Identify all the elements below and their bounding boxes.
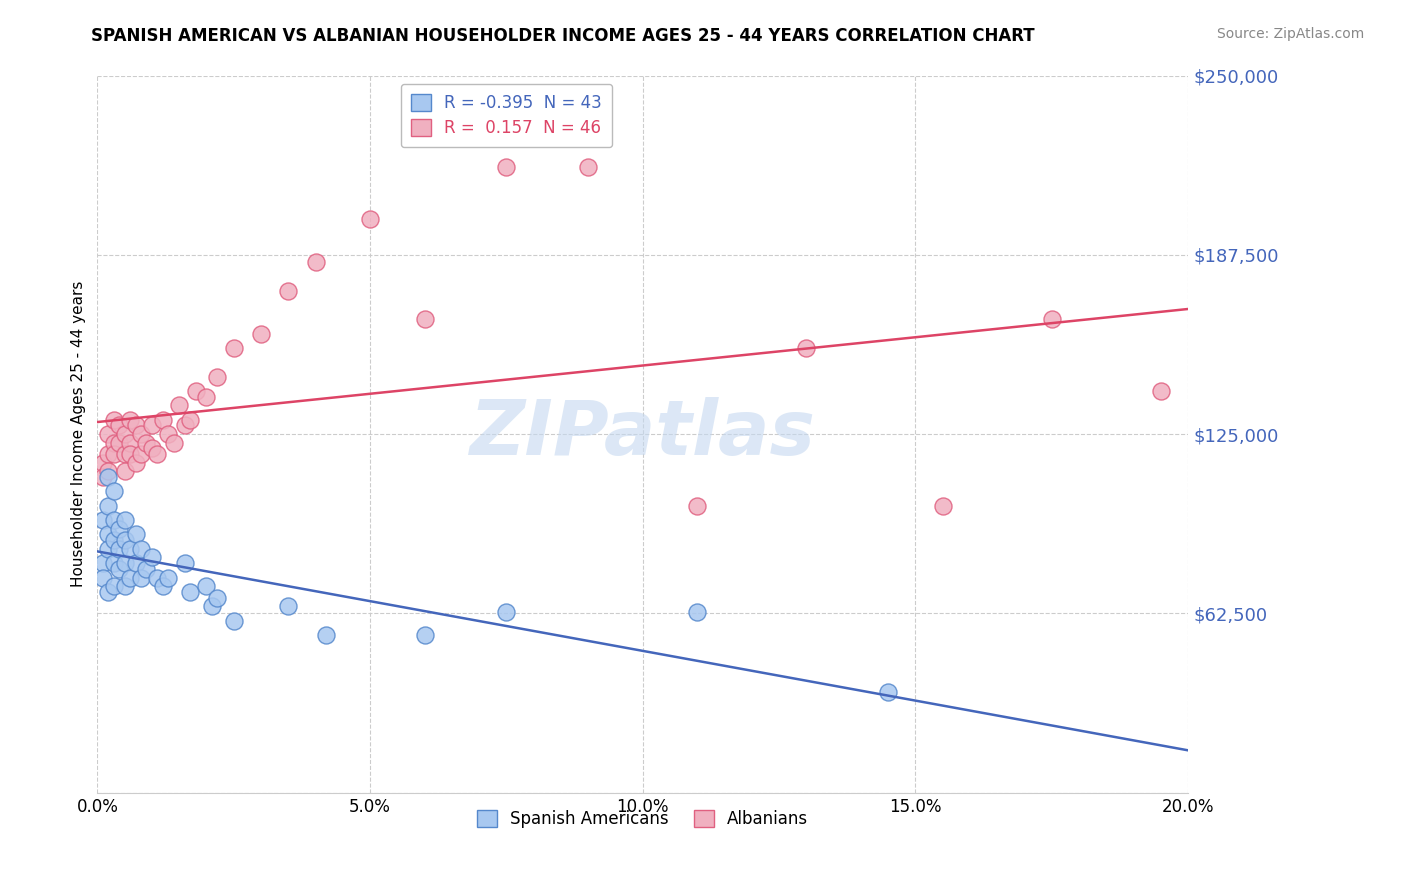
Point: [359, 211, 381, 226]
Point: [932, 499, 955, 513]
Point: [179, 585, 201, 599]
Legend: Spanish Americans, Albanians: Spanish Americans, Albanians: [471, 803, 815, 835]
Point: [152, 413, 174, 427]
Y-axis label: Householder Income Ages 25 - 44 years: Householder Income Ages 25 - 44 years: [72, 281, 86, 587]
Point: [796, 341, 818, 355]
Point: [97, 447, 120, 461]
Point: [97, 585, 120, 599]
Point: [207, 369, 229, 384]
Point: [141, 418, 163, 433]
Point: [97, 527, 120, 541]
Point: [877, 685, 900, 699]
Point: [413, 312, 436, 326]
Point: [1150, 384, 1173, 398]
Point: [114, 579, 136, 593]
Point: [108, 522, 131, 536]
Point: [91, 556, 114, 570]
Point: [141, 550, 163, 565]
Point: [173, 556, 195, 570]
Point: [135, 562, 157, 576]
Point: [686, 605, 709, 619]
Text: SPANISH AMERICAN VS ALBANIAN HOUSEHOLDER INCOME AGES 25 - 44 YEARS CORRELATION C: SPANISH AMERICAN VS ALBANIAN HOUSEHOLDER…: [91, 27, 1035, 45]
Point: [1040, 312, 1063, 326]
Point: [97, 541, 120, 556]
Point: [201, 599, 224, 614]
Point: [179, 413, 201, 427]
Point: [120, 413, 142, 427]
Point: [152, 579, 174, 593]
Point: [91, 470, 114, 484]
Point: [576, 161, 599, 175]
Point: [495, 161, 517, 175]
Point: [157, 427, 180, 442]
Point: [91, 513, 114, 527]
Point: [103, 513, 125, 527]
Point: [222, 341, 245, 355]
Text: ZIPatlas: ZIPatlas: [470, 397, 815, 471]
Point: [120, 447, 142, 461]
Point: [157, 570, 180, 584]
Point: [120, 435, 142, 450]
Point: [108, 541, 131, 556]
Point: [114, 427, 136, 442]
Point: [124, 556, 146, 570]
Point: [129, 427, 152, 442]
Point: [103, 484, 125, 499]
Point: [114, 533, 136, 548]
Point: [97, 427, 120, 442]
Point: [114, 513, 136, 527]
Point: [495, 605, 517, 619]
Point: [315, 628, 337, 642]
Point: [163, 435, 186, 450]
Point: [97, 464, 120, 478]
Point: [413, 628, 436, 642]
Point: [184, 384, 207, 398]
Point: [103, 579, 125, 593]
Point: [129, 447, 152, 461]
Point: [120, 541, 142, 556]
Point: [146, 570, 169, 584]
Point: [103, 533, 125, 548]
Point: [304, 255, 326, 269]
Point: [114, 464, 136, 478]
Point: [207, 591, 229, 605]
Point: [277, 284, 299, 298]
Point: [124, 418, 146, 433]
Point: [129, 570, 152, 584]
Point: [686, 499, 709, 513]
Point: [108, 418, 131, 433]
Point: [250, 326, 273, 341]
Point: [124, 527, 146, 541]
Point: [141, 442, 163, 456]
Point: [103, 435, 125, 450]
Point: [146, 447, 169, 461]
Point: [277, 599, 299, 614]
Point: [173, 418, 195, 433]
Point: [91, 570, 114, 584]
Text: Source: ZipAtlas.com: Source: ZipAtlas.com: [1216, 27, 1364, 41]
Point: [135, 435, 157, 450]
Point: [120, 570, 142, 584]
Point: [108, 435, 131, 450]
Point: [129, 541, 152, 556]
Point: [195, 390, 218, 404]
Point: [97, 499, 120, 513]
Point: [195, 579, 218, 593]
Point: [167, 398, 190, 412]
Point: [222, 614, 245, 628]
Point: [124, 456, 146, 470]
Point: [97, 470, 120, 484]
Point: [103, 413, 125, 427]
Point: [114, 447, 136, 461]
Point: [103, 447, 125, 461]
Point: [114, 556, 136, 570]
Point: [108, 562, 131, 576]
Point: [91, 456, 114, 470]
Point: [103, 556, 125, 570]
